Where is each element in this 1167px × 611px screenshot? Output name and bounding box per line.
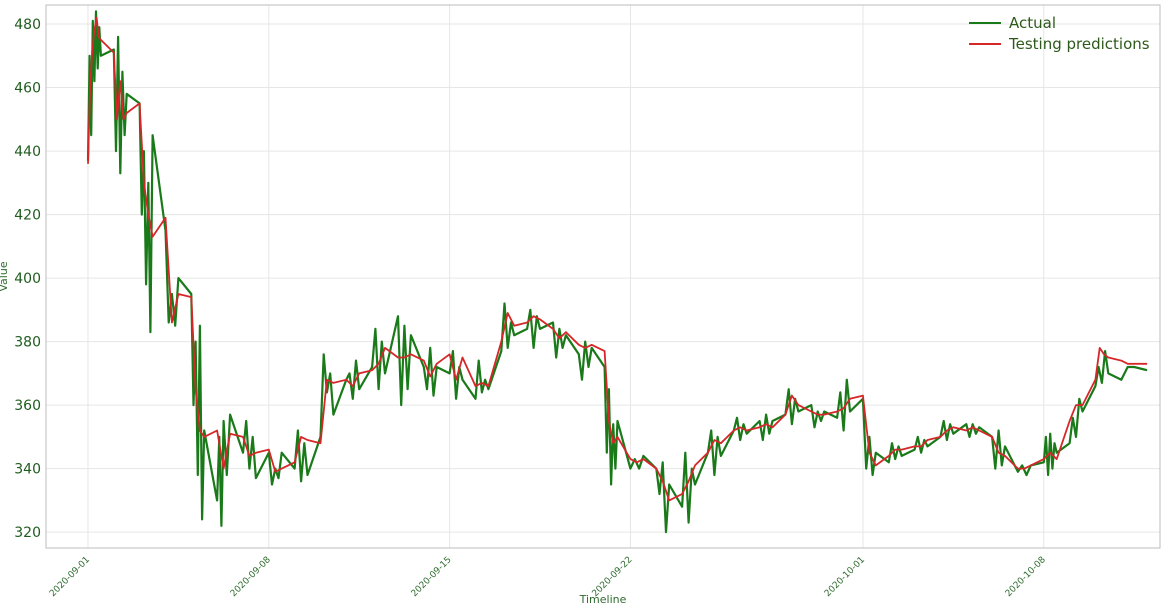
series-line-actual [86,10,1148,534]
plot-area [45,4,1161,549]
legend-label-testing-predictions: Testing predictions [1008,35,1150,53]
y-tick-label: 400 [14,271,41,287]
y-tick-label: 480 [14,17,41,33]
legend-label-actual: Actual [1009,14,1056,32]
y-axis-ticks: 320 340 360 380 400 420 440 460 480 [14,17,41,541]
y-tick-label: 460 [14,81,41,97]
y-tick-label: 360 [14,398,41,414]
y-axis-label: Value [0,261,10,291]
x-axis-label: Timeline [579,593,627,606]
series-layer [86,10,1148,534]
y-tick-label: 440 [14,144,41,160]
series-line-testing-predictions [87,16,1148,502]
y-tick-label: 380 [14,335,41,351]
y-tick-label: 320 [14,525,41,541]
legend: Actual Testing predictions [969,14,1150,53]
y-tick-label: 420 [14,208,41,224]
y-tick-label: 340 [14,462,41,478]
